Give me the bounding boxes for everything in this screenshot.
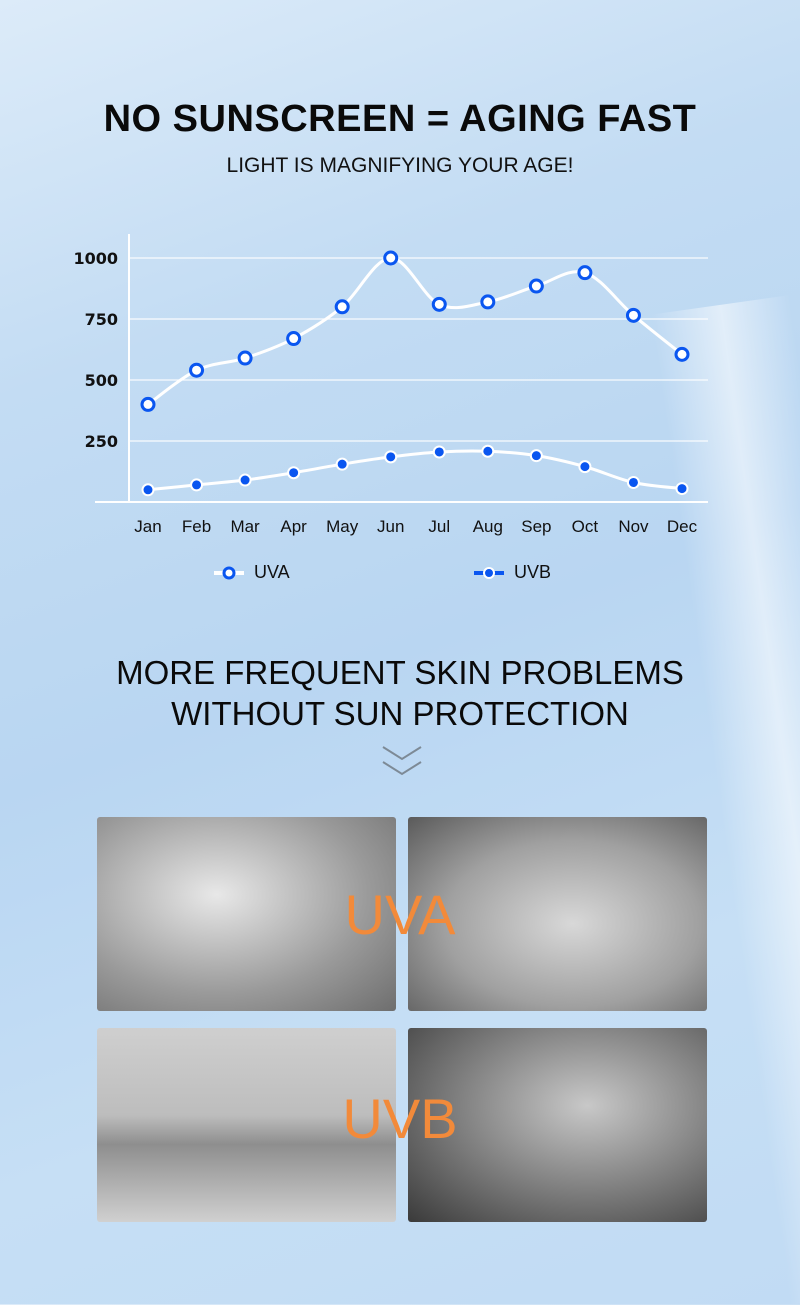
x-tick-label: Jun xyxy=(377,517,404,536)
data-point-uva xyxy=(674,346,690,362)
x-tick-label: Feb xyxy=(182,517,211,536)
y-tick-label: 750 xyxy=(85,310,118,329)
data-point-uva xyxy=(286,331,302,347)
data-point-uva xyxy=(383,250,399,266)
data-point-uva xyxy=(528,278,544,294)
data-point-uvb xyxy=(141,483,155,497)
legend-uva: UVA xyxy=(214,562,290,583)
data-point-uva xyxy=(625,307,641,323)
y-tick-label: 1000 xyxy=(73,249,118,268)
photo-woman-sunglasses xyxy=(408,817,707,1011)
uv-line-chart: 250 500 750 1000 Jan Feb Mar Apr May Jun Jul Aug Sep… xyxy=(73,234,708,536)
x-tick-label: Jan xyxy=(134,517,161,536)
data-point-uvb xyxy=(481,444,495,458)
data-point-uvb xyxy=(287,466,301,480)
page-subtitle: LIGHT IS MAGNIFYING YOUR AGE! xyxy=(226,154,574,177)
legend-uvb: UVB xyxy=(474,562,551,583)
y-tick-label: 250 xyxy=(85,432,118,451)
photo-face-closeup xyxy=(408,1028,707,1222)
photo-woman-sunhat xyxy=(97,817,396,1011)
series-line-uvb xyxy=(147,449,683,492)
heading-line: MORE FREQUENT SKIN PROBLEMS xyxy=(116,654,684,691)
page-title: NO SUNSCREEN = AGING FAST xyxy=(103,98,697,140)
data-point-uva xyxy=(577,265,593,281)
data-point-uvb xyxy=(190,478,204,492)
uvb-legend-icon xyxy=(474,566,504,579)
double-chevron-down-icon xyxy=(382,746,422,776)
uvb-label: UVB xyxy=(342,1087,458,1150)
x-tick-label: Apr xyxy=(280,517,307,536)
legend-label: UVB xyxy=(514,562,552,582)
series-line-uva xyxy=(147,256,683,406)
heading-line: WITHOUT SUN PROTECTION xyxy=(171,695,629,732)
data-point-uvb xyxy=(432,445,446,459)
data-point-uva xyxy=(189,362,205,378)
data-point-uvb xyxy=(335,457,349,471)
data-point-uvb xyxy=(529,449,543,463)
x-tick-label: Aug xyxy=(473,517,503,536)
data-point-uvb xyxy=(675,482,689,496)
x-tick-label: Nov xyxy=(618,517,649,536)
section-heading: MORE FREQUENT SKIN PROBLEMS WITHOUT SUN … xyxy=(0,652,800,734)
x-tick-label: Sep xyxy=(521,517,551,536)
data-point-uva xyxy=(334,299,350,315)
data-point-uva xyxy=(237,350,253,366)
data-point-uva xyxy=(431,296,447,312)
x-tick-label: Mar xyxy=(230,517,260,536)
data-point-uva xyxy=(480,294,496,310)
y-tick-label: 500 xyxy=(85,371,118,390)
photo-shoulder-beach xyxy=(97,1028,396,1222)
uva-legend-icon xyxy=(214,566,244,579)
data-point-uvb xyxy=(238,473,252,487)
legend-label: UVA xyxy=(254,562,290,582)
x-tick-label: Jul xyxy=(428,517,450,536)
data-point-uvb xyxy=(578,460,592,474)
x-tick-label: Oct xyxy=(572,517,599,536)
data-point-uva xyxy=(140,396,156,412)
x-tick-label: May xyxy=(326,517,359,536)
data-point-uvb xyxy=(384,450,398,464)
data-point-uvb xyxy=(626,475,640,489)
x-tick-label: Dec xyxy=(667,517,698,536)
uva-label: UVA xyxy=(344,883,456,946)
